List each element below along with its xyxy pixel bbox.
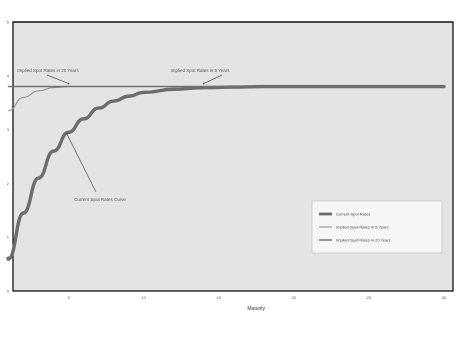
series-layer [6, 84, 446, 261]
x-tick-label: 5 [67, 295, 70, 300]
y-tick-label: 0 [7, 289, 10, 294]
annotation-arrow [203, 74, 223, 84]
series-start-marker [6, 256, 11, 261]
annotation-label: Implied Spot Rates in 5 Years [170, 68, 230, 73]
annotation-arrowhead [65, 132, 68, 135]
y-tick-label: 4 [7, 73, 10, 78]
annotation-arrow [46, 74, 69, 84]
x-tick-label: 10 [141, 295, 146, 300]
legend-label: Current Spot Rates [336, 212, 370, 217]
annotation-label: Current Spot Rates Curve [74, 197, 126, 202]
y-tick-label: 5 [7, 20, 10, 25]
x-tick-label: 15 [217, 295, 222, 300]
legend: Current Spot Rates Implied Spot Rates in … [311, 200, 443, 254]
annotation-arrow [66, 133, 97, 193]
y-tick-label: 2 [7, 181, 10, 186]
annotation-arrowhead [202, 82, 205, 85]
y-tick-label: 3 [7, 127, 10, 132]
axis-ticks: 5 10 15 20 25 30 0 1 2 3 4 5 [7, 20, 447, 301]
x-tick-label: 25 [367, 295, 372, 300]
y-tick-label: 1 [7, 235, 10, 240]
annotation-arrowhead [67, 82, 70, 85]
x-tick-label: 20 [292, 295, 297, 300]
annotations: Implied Spot Rates in 20 Years Implied Sp… [17, 68, 230, 202]
annotation-label: Implied Spot Rates in 20 Years [17, 68, 79, 73]
legend-label: Implied Spot Rates in 5 Years [336, 225, 388, 230]
x-axis-title: Maturity [247, 306, 265, 312]
legend-box [311, 200, 443, 254]
x-tick-label: 30 [442, 295, 447, 300]
legend-label: Implied Spot Rates in 20 Years [336, 238, 391, 243]
